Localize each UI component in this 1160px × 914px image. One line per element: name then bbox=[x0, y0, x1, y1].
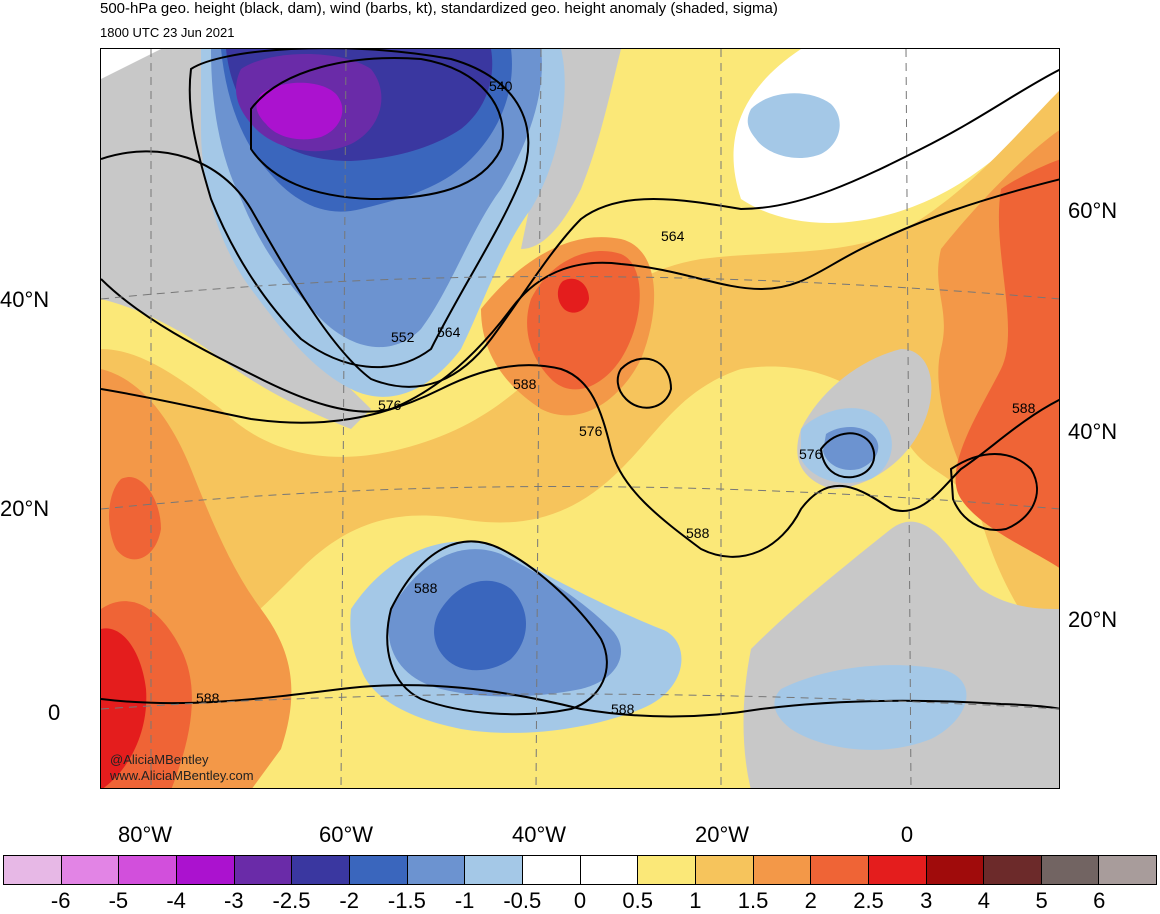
height-contours bbox=[101, 49, 1059, 718]
colorbar-swatch bbox=[4, 856, 62, 884]
lon-label: 40°W bbox=[511, 822, 567, 847]
lon-label: 60°W bbox=[318, 822, 374, 847]
lon-label: 0 bbox=[900, 822, 914, 847]
colorbar-tick-label: -2.5 bbox=[272, 888, 311, 913]
colorbar bbox=[3, 855, 1157, 885]
colorbar-swatch bbox=[407, 856, 466, 884]
anomaly-negative-trough-6 bbox=[256, 82, 343, 140]
colorbar-tick-label: 4 bbox=[977, 888, 991, 913]
anomaly-negative-africa bbox=[774, 665, 967, 750]
contour-label: 576 bbox=[579, 423, 603, 439]
colorbar-tick-label: 0 bbox=[573, 888, 587, 913]
contour-576-iberia bbox=[819, 432, 876, 479]
colorbar-swatch bbox=[638, 856, 696, 884]
colorbar-tick-label: 2.5 bbox=[853, 888, 884, 913]
anomaly-positive-red-4 bbox=[109, 477, 161, 560]
colorbar-swatch bbox=[176, 856, 235, 884]
colorbar-tick-label: 1.5 bbox=[737, 888, 769, 913]
colorbar-tick-label: 0.5 bbox=[622, 888, 653, 913]
colorbar-tick-label: -0.5 bbox=[503, 888, 542, 913]
colorbar-swatch bbox=[465, 856, 523, 884]
contour-552 bbox=[188, 49, 530, 369]
map-panel: 540 552 564 564 576 588 576 576 588 588 … bbox=[100, 48, 1060, 789]
colorbar-swatch bbox=[926, 856, 985, 884]
anomaly-positive-red-3 bbox=[955, 159, 1059, 568]
colorbar-swatch bbox=[984, 856, 1042, 884]
colorbar-tick-label: -1 bbox=[454, 888, 475, 913]
contour-label: 540 bbox=[489, 78, 513, 94]
colorbar-swatch bbox=[292, 856, 350, 884]
colorbar-tick-label: -6 bbox=[50, 888, 71, 913]
contour-588-europe bbox=[949, 453, 1038, 531]
contour-label: 588 bbox=[1012, 400, 1036, 416]
contour-540 bbox=[250, 57, 504, 201]
colorbar-tick-label: 2 bbox=[804, 888, 817, 913]
contour-label: 564 bbox=[661, 228, 685, 244]
colorbar-swatch bbox=[753, 856, 812, 884]
contour-label: 588 bbox=[686, 525, 710, 541]
contour-label: 588 bbox=[513, 376, 537, 392]
anomaly-positive-deepred-2 bbox=[101, 628, 147, 788]
colorbar-swatch bbox=[1099, 856, 1157, 884]
lat-label-right: 60°N bbox=[1068, 198, 1118, 223]
contour-576 bbox=[101, 178, 1059, 413]
anomaly-negative-atlantic-3 bbox=[434, 580, 526, 671]
colorbar-tick-label: -3 bbox=[224, 888, 244, 913]
colorbar-swatch bbox=[868, 856, 927, 884]
contour-label: 588 bbox=[611, 701, 635, 717]
contour-label: 576 bbox=[799, 446, 823, 462]
lat-label-right: 20°N bbox=[1068, 607, 1118, 632]
lon-label: 20°W bbox=[694, 822, 750, 847]
colorbar-swatch bbox=[61, 856, 120, 884]
colorbar-swatch bbox=[349, 856, 408, 884]
colorbar-swatch bbox=[811, 856, 869, 884]
lon-label: 80°W bbox=[117, 822, 173, 847]
contour-564 bbox=[101, 68, 1059, 388]
contour-588 bbox=[101, 364, 1059, 558]
anomaly-negative-northsea bbox=[747, 93, 840, 159]
contour-label: 564 bbox=[437, 324, 461, 340]
colorbar-tick-label: -5 bbox=[108, 888, 129, 913]
contour-label-group: 540 552 564 564 576 588 576 576 588 588 … bbox=[196, 78, 1036, 717]
valid-time: 1800 UTC 23 Jun 2021 bbox=[100, 25, 235, 40]
colorbar-tick-label: 3 bbox=[920, 888, 933, 913]
colorbar-swatch bbox=[522, 856, 581, 884]
contour-588-south bbox=[101, 684, 1059, 718]
lat-label-left: 0 bbox=[48, 700, 61, 725]
credit-handle: @AliciaMBentley bbox=[110, 752, 209, 767]
credit-site: www.AliciaMBentley.com bbox=[110, 768, 254, 783]
contour-576-cutoff bbox=[616, 357, 673, 409]
contour-label: 588 bbox=[196, 690, 220, 706]
lat-label-left: 40°N bbox=[0, 287, 50, 312]
colorbar-swatch bbox=[119, 856, 177, 884]
colorbar-swatch bbox=[1041, 856, 1100, 884]
colorbar-tick-label: 6 bbox=[1093, 888, 1106, 913]
lat-label-right: 40°N bbox=[1068, 419, 1118, 444]
anomaly-map: 540 552 564 564 576 588 576 576 588 588 … bbox=[101, 49, 1059, 788]
colorbar-tick-label: 1 bbox=[689, 888, 702, 913]
colorbar-tick-label: -2 bbox=[339, 888, 359, 913]
colorbar-tick-label: -1.5 bbox=[387, 888, 426, 913]
contour-label: 576 bbox=[378, 397, 402, 413]
lat-label-left: 20°N bbox=[0, 496, 50, 521]
colorbar-swatch bbox=[580, 856, 639, 884]
colorbar-swatch bbox=[234, 856, 293, 884]
contour-588-atlantic bbox=[386, 540, 608, 716]
anomaly-positive-deepred-1 bbox=[557, 278, 589, 313]
colorbar-swatch bbox=[695, 856, 754, 884]
graticule bbox=[101, 49, 1059, 788]
anomaly-positive-red-1 bbox=[527, 251, 640, 390]
map-title: 500-hPa geo. height (black, dam), wind (… bbox=[100, 0, 778, 17]
contour-label: 588 bbox=[414, 580, 438, 596]
colorbar-tick-label: 5 bbox=[1035, 888, 1048, 913]
colorbar-tick-label: -4 bbox=[166, 888, 186, 913]
contour-label: 552 bbox=[391, 329, 415, 345]
